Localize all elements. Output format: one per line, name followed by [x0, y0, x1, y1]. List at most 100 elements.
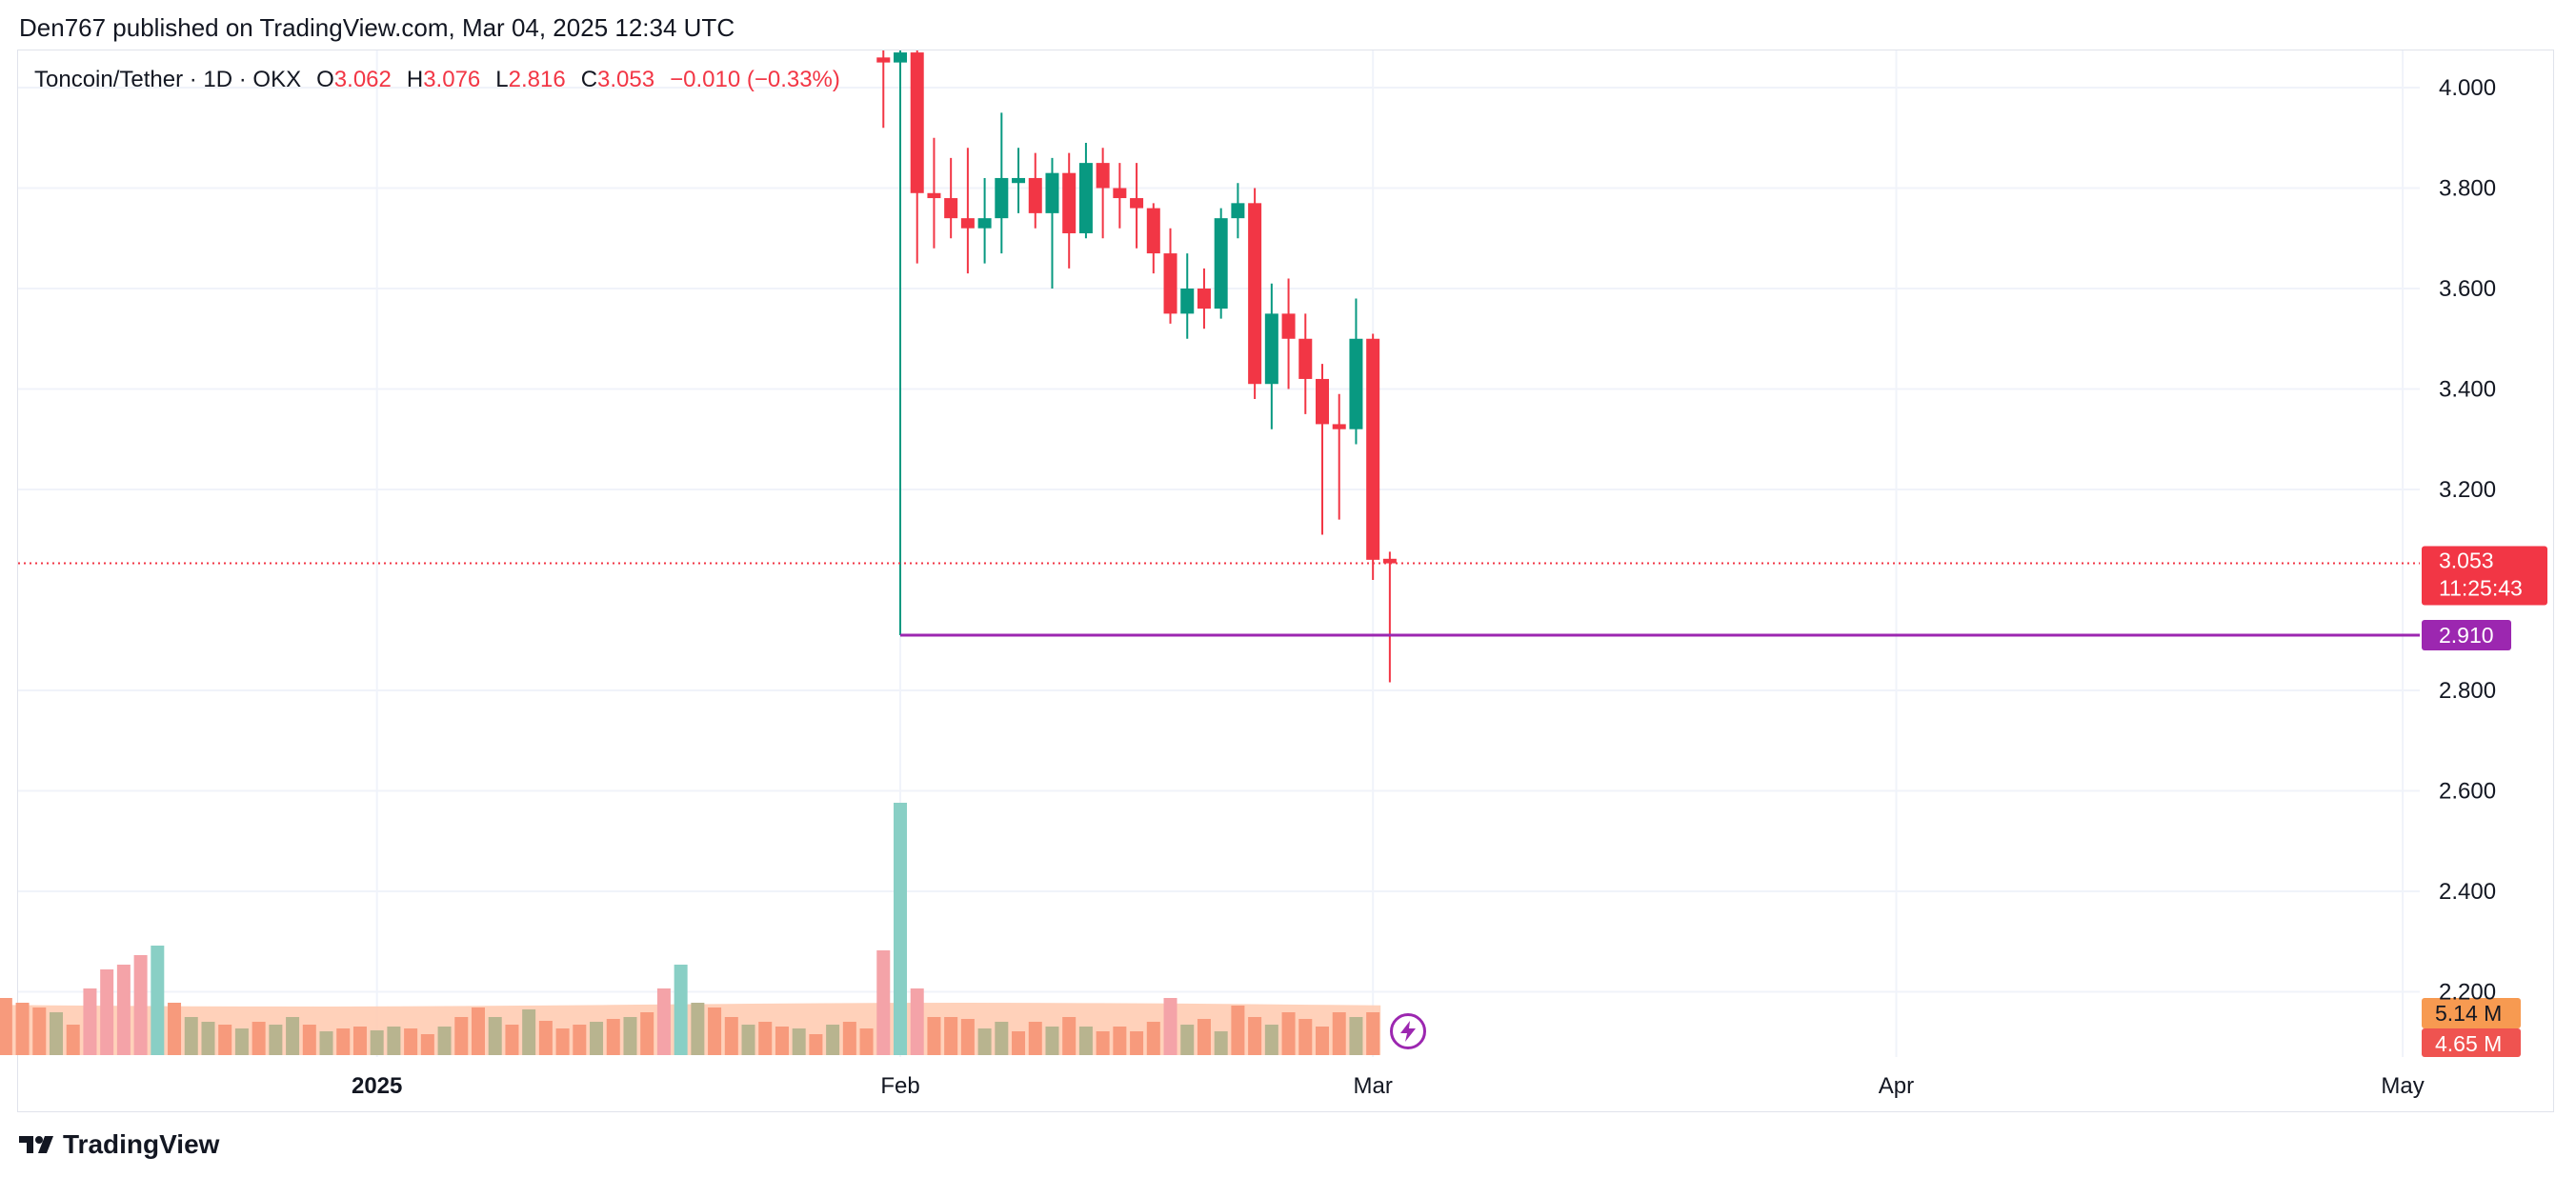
volume-bar [927, 1017, 941, 1055]
volume-bars [0, 803, 1381, 1055]
chart-frame [17, 50, 2554, 1112]
volume-bar [977, 1028, 992, 1055]
volume-bar [252, 1022, 266, 1055]
volume-bar [32, 1007, 47, 1055]
volume-bar [472, 1007, 485, 1055]
tradingview-logo[interactable]: TradingView [19, 1129, 219, 1160]
volume-bar [775, 1027, 789, 1055]
candle-body [1113, 188, 1127, 199]
candle-body [1180, 289, 1195, 314]
x-tick-label: Feb [880, 1073, 919, 1099]
y-tick-label: 2.400 [2439, 879, 2496, 905]
y-tick-label: 2.800 [2439, 678, 2496, 704]
volume-bar [1298, 1019, 1313, 1055]
volume-value-label-bg [2422, 1028, 2521, 1057]
publisher-line: Den767 published on TradingView.com, Mar… [19, 13, 735, 42]
volume-bar [201, 1022, 215, 1055]
candle-body [1382, 558, 1397, 564]
candle-body [1062, 172, 1077, 233]
level-line-label: 2.910 [2439, 623, 2494, 648]
candle-body [1298, 338, 1313, 379]
candle-body [1214, 218, 1228, 309]
candle-body [1130, 198, 1144, 209]
legend-open-label: O [316, 67, 334, 92]
volume-bar [1012, 1031, 1026, 1055]
volume-bar [218, 1025, 232, 1055]
candle-body [1332, 424, 1346, 429]
horizontal-lines: 3.053 11:25:43 2.910 5.14 M 4.65 M [18, 546, 2547, 1057]
volume-bar [995, 1022, 1009, 1055]
volume-bar [151, 946, 165, 1055]
volume-bar [505, 1025, 519, 1055]
y-tick-label: 3.200 [2439, 477, 2496, 503]
volume-bar [437, 1027, 452, 1055]
volume-bar [1332, 1012, 1346, 1055]
lightning-icon[interactable] [1390, 1013, 1426, 1049]
x-tick-label: Apr [1879, 1073, 1914, 1099]
volume-bar [1146, 1022, 1160, 1055]
volume-bar [1316, 1027, 1329, 1055]
legend-low-label: L [495, 67, 509, 92]
ohlc-legend: Toncoin/Tether · 1D · OKX O3.062 H3.076 L2.… [34, 67, 840, 93]
volume-bar [674, 965, 688, 1055]
volume-ma-label: 5.14 M [2435, 1001, 2502, 1026]
volume-value-label: 4.65 M [2435, 1031, 2502, 1056]
volume-bar [269, 1025, 283, 1055]
candle-body [944, 198, 958, 219]
volume-bar [538, 1021, 553, 1055]
candle-body [977, 218, 992, 229]
candle-body [910, 52, 924, 193]
volume-bar [1281, 1012, 1296, 1055]
volume-bar [133, 955, 148, 1055]
candle-body [1366, 338, 1380, 560]
legend-symbol: Toncoin/Tether · 1D · OKX [34, 67, 302, 92]
x-tick-label: Mar [1353, 1073, 1392, 1099]
last-price-label-bg [2422, 546, 2547, 606]
volume-bar [708, 1007, 722, 1055]
volume-bar [1130, 1031, 1144, 1055]
legend-close-value: 3.053 [597, 67, 655, 92]
volume-bar [1096, 1031, 1110, 1055]
volume-bar [15, 1003, 30, 1055]
candle-body [1096, 163, 1110, 189]
volume-bar [842, 1022, 856, 1055]
volume-bar [1045, 1027, 1059, 1055]
candle-body [1248, 203, 1262, 385]
volume-bar [792, 1028, 806, 1055]
volume-bar [234, 1028, 249, 1055]
candle-body [1146, 208, 1160, 254]
volume-bar [404, 1028, 418, 1055]
candle-body [1231, 203, 1245, 219]
candle-body [1012, 177, 1026, 184]
candle-body [1264, 313, 1278, 385]
volume-bar [352, 1027, 367, 1055]
lightning-glyph [1400, 1021, 1416, 1042]
volume-bar [370, 1030, 384, 1055]
countdown-label: 11:25:43 [2439, 576, 2523, 601]
volume-bar [1366, 1012, 1380, 1055]
volume-bar [336, 1028, 351, 1055]
candle-body [927, 192, 941, 199]
volume-bar [623, 1017, 637, 1055]
volume-bar [691, 1003, 705, 1055]
volume-bar [184, 1017, 198, 1055]
volume-bar [1264, 1025, 1278, 1055]
volume-bar [319, 1031, 333, 1055]
x-tick-label: 2025 [352, 1073, 402, 1099]
y-tick-label: 3.800 [2439, 176, 2496, 202]
last-price-label: 3.053 [2439, 549, 2494, 573]
volume-bar [454, 1017, 469, 1055]
volume-bar [606, 1019, 620, 1055]
volume-bar [809, 1034, 823, 1055]
volume-bar [894, 803, 907, 1055]
volume-bar [859, 1028, 874, 1055]
volume-bar [656, 988, 671, 1055]
candle-body [960, 218, 975, 229]
y-tick-label: 2.200 [2439, 980, 2496, 1006]
volume-bar [420, 1034, 434, 1055]
candle-body [1045, 172, 1059, 213]
candle-body [1197, 289, 1211, 309]
volume-bar [1028, 1022, 1042, 1055]
volume-bar [640, 1012, 654, 1055]
